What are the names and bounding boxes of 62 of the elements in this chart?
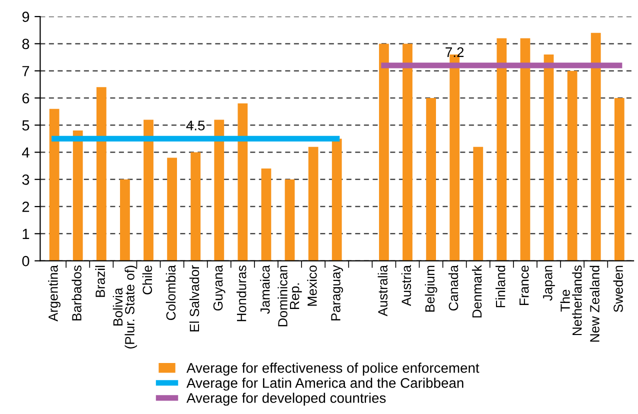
x-tick-label: Austria [401,264,412,306]
x-tick-label: Jamaica [260,264,270,314]
bar [190,152,201,261]
x-tick-label: Denmark [472,264,482,318]
x-tick-label: Barbados [72,265,82,320]
y-tick-label: 6 [22,93,30,104]
x-tick-label: Paraguay [331,265,344,320]
y-tick-label: 5 [22,120,30,131]
x-tick-label: Argentina [48,264,60,322]
y-tick-label: 8 [22,38,30,50]
x-tick-label: Belgium [424,266,438,312]
x-tick-label: Finland [496,266,506,308]
x-tick-label: Honduras [236,265,246,322]
y-tick-label: 1 [22,228,30,239]
bar [567,70,578,261]
y-tick-label: 4 [22,148,30,158]
x-tick-label: New Zealand [590,266,600,342]
bar [379,44,389,261]
x-tick-label: The Netherlands [560,265,582,336]
bar [284,179,295,261]
y-tick-label: 2 [22,202,30,212]
bar [261,168,272,261]
bar [49,108,60,261]
x-tick-label: Guyana [213,264,226,311]
bar [520,38,530,261]
legend-label: Average for effectiveness of police enforcement [186,362,480,376]
bar [144,120,154,261]
x-tick-label: Bolivia (Plur. State of) [112,266,138,348]
bar [590,32,601,261]
bar [96,87,106,261]
x-tick-label: France [520,266,529,305]
bar [308,146,318,261]
annotation: 4.5 [186,120,205,130]
bar [402,44,412,261]
bar [496,38,507,261]
bar [426,98,436,261]
bar [614,98,624,261]
legend-label: Average for developed countries [186,392,386,406]
y-tick-label: 7 [22,66,30,76]
x-tick-label: Japan [543,266,555,301]
y-tick-label: 3 [22,174,30,185]
bar [473,146,484,261]
annotation: 7.2 [446,47,464,57]
x-tick-label: Brazil [95,266,105,297]
x-tick-label: Mexico [307,266,317,306]
legend-label: Average for Latin America and the Caribbean [186,378,464,391]
bar [214,120,224,261]
y-tick-label: 0 [22,256,30,266]
bar [332,138,342,261]
x-tick-label: Chile [142,266,152,294]
x-tick-label: El Salvador [189,265,200,332]
bar [72,130,83,261]
x-tick-label: Australia [378,264,388,316]
x-tick-label: Sweden [613,266,623,312]
x-tick-label: Colombia [166,264,176,320]
bar [120,179,130,261]
y-tick-label: 9 [22,12,30,22]
x-tick-label: Canada [448,264,458,311]
bar [238,103,248,261]
bar [167,158,177,261]
x-tick-label: Dominican Rep. [278,266,302,326]
bar [544,54,554,261]
